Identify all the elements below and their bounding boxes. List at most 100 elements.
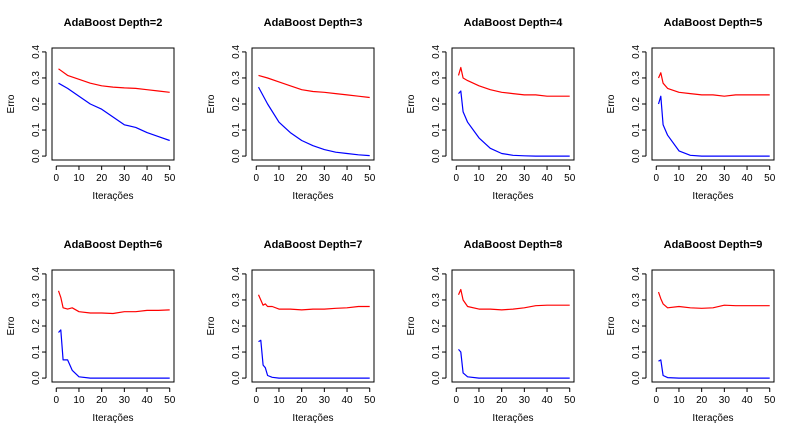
y-tick-label: 0.3: [231, 71, 242, 85]
y-tick-label: 0.2: [431, 97, 442, 111]
y-tick-label: 0.1: [31, 345, 42, 359]
x-tick-label: 10: [473, 395, 485, 406]
series-line-red: [457, 66, 570, 97]
y-axis-label: Erro: [606, 94, 617, 113]
x-axis-label: Iterações: [692, 191, 733, 202]
y-tick-label: 0.2: [231, 97, 242, 111]
x-tick-label: 50: [764, 173, 776, 184]
x-tick-label: 0: [453, 173, 459, 184]
y-tick-label: 0.2: [231, 319, 242, 333]
y-tick-label: 0.3: [231, 293, 242, 307]
y-tick-label: 0.1: [631, 123, 642, 137]
panel-title: AdaBoost Depth=7: [264, 239, 363, 251]
panel-depth-7: AdaBoost Depth=7 0 10 20 30 40 50 0.0 0.1 0.2 0.3 0…: [206, 239, 376, 424]
panel-depth-8: AdaBoost Depth=8 0 10 20 30 40 50 0.0 0.1 0.2 0.3 0…: [406, 239, 576, 424]
series-line-red: [657, 291, 770, 309]
x-tick-label: 40: [341, 395, 353, 406]
x-axis-label: Iterações: [292, 191, 333, 202]
panel-depth-5: AdaBoost Depth=5 0 10 20 30 40 50 0.0 0.1 0.2 0.3 0…: [606, 17, 776, 202]
y-tick-label: 0.4: [431, 45, 442, 59]
panel-title: AdaBoost Depth=4: [464, 17, 564, 29]
x-axis-label: Iterações: [492, 413, 533, 424]
series-line-red: [657, 72, 770, 97]
x-tick-label: 50: [564, 173, 576, 184]
panel-title: AdaBoost Depth=3: [264, 17, 363, 29]
series-line-blue: [257, 86, 370, 157]
series-line-red: [257, 294, 370, 311]
series-line-blue: [657, 95, 770, 157]
x-axis-label: Iterações: [92, 191, 133, 202]
x-axis-label: Iterações: [292, 413, 333, 424]
series-line-red: [457, 288, 570, 311]
y-axis-label: Erro: [606, 316, 617, 335]
y-tick-label: 0.0: [231, 149, 242, 163]
y-tick-label: 0.4: [631, 267, 642, 281]
y-axis-label: Erro: [406, 94, 417, 113]
series-line-red: [58, 68, 170, 93]
panel-title: AdaBoost Depth=6: [64, 239, 163, 251]
plot-frame: [651, 47, 775, 161]
x-tick-label: 20: [296, 395, 308, 406]
series-line-blue: [458, 349, 570, 379]
x-axis-label: Iterações: [692, 413, 733, 424]
x-tick-label: 10: [273, 395, 285, 406]
x-tick-label: 50: [364, 395, 376, 406]
y-tick-label: 0.4: [231, 267, 242, 281]
y-tick-label: 0.4: [231, 45, 242, 59]
panel-depth-9: AdaBoost Depth=9 0 10 20 30 40 50 0.0 0.1 0.2 0.3 0…: [606, 239, 776, 424]
y-tick-label: 0.1: [31, 123, 42, 137]
plot-frame: [451, 47, 575, 161]
y-tick-label: 0.3: [631, 293, 642, 307]
y-tick-label: 0.0: [431, 371, 442, 385]
x-tick-label: 30: [319, 173, 331, 184]
series-line-red: [57, 290, 170, 315]
y-tick-label: 0.2: [431, 319, 442, 333]
x-tick-label: 50: [364, 173, 376, 184]
x-tick-label: 10: [473, 173, 485, 184]
y-tick-label: 0.1: [431, 123, 442, 137]
panel-depth-3: AdaBoost Depth=3 0 10 20 30 40 50 0.0 0.1 0.2 0.3 0…: [206, 17, 376, 202]
y-axis-label: Erro: [6, 316, 17, 335]
x-tick-label: 20: [96, 173, 108, 184]
x-tick-label: 30: [719, 395, 731, 406]
x-tick-label: 40: [141, 173, 153, 184]
y-tick-label: 0.1: [431, 345, 442, 359]
x-tick-label: 50: [764, 395, 776, 406]
panel-depth-2: AdaBoost Depth=2 0 10 20 30 40 50 0.0 0.1 0.2 0.3 0…: [6, 17, 176, 202]
plot-frame: [251, 269, 375, 383]
x-tick-label: 20: [496, 395, 508, 406]
x-tick-label: 40: [741, 173, 753, 184]
x-tick-label: 20: [96, 395, 108, 406]
plot-frame: [51, 269, 175, 383]
x-tick-label: 40: [741, 395, 753, 406]
x-tick-label: 10: [73, 173, 85, 184]
panel-title: AdaBoost Depth=5: [664, 17, 763, 29]
series-line-blue: [658, 359, 770, 379]
x-axis-label: Iterações: [92, 413, 133, 424]
panel-title: AdaBoost Depth=2: [64, 17, 163, 29]
x-tick-label: 0: [653, 395, 659, 406]
series-line-blue: [458, 90, 570, 157]
y-tick-label: 0.4: [631, 45, 642, 59]
y-tick-label: 0.3: [431, 293, 442, 307]
plot-frame: [451, 269, 575, 383]
x-tick-label: 30: [519, 173, 531, 184]
series-line-blue: [58, 82, 170, 142]
y-tick-label: 0.4: [431, 267, 442, 281]
panel-depth-6: AdaBoost Depth=6 0 10 20 30 40 50 0.0 0.1 0.2 0.3 0…: [6, 239, 176, 424]
x-tick-label: 0: [53, 395, 59, 406]
panel-depth-4: AdaBoost Depth=4 0 10 20 30 40 50 0.0 0.1 0.2 0.3 0…: [406, 17, 576, 202]
y-tick-label: 0.1: [231, 123, 242, 137]
x-tick-label: 40: [541, 395, 553, 406]
x-tick-label: 20: [296, 173, 308, 184]
y-tick-label: 0.0: [631, 371, 642, 385]
x-tick-label: 40: [141, 395, 153, 406]
x-tick-label: 50: [564, 395, 576, 406]
series-line-blue: [58, 329, 170, 379]
y-axis-label: Erro: [406, 316, 417, 335]
panel-title: AdaBoost Depth=9: [664, 239, 763, 251]
x-tick-label: 30: [519, 395, 531, 406]
x-tick-label: 10: [673, 395, 685, 406]
x-tick-label: 30: [719, 173, 731, 184]
